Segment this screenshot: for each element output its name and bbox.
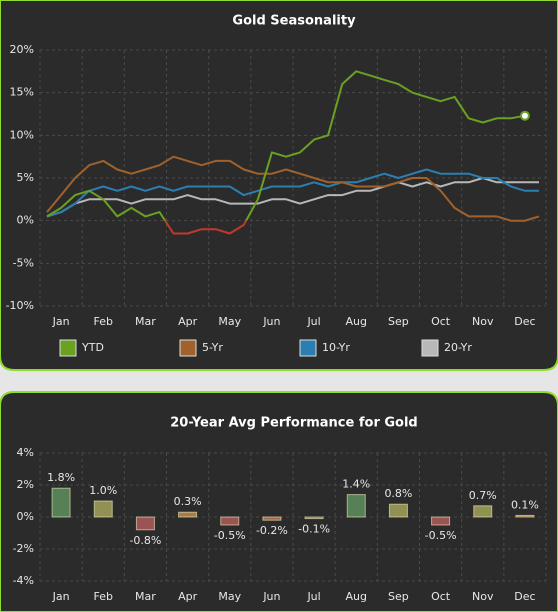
legend-swatch (299, 339, 317, 357)
legend-swatch (59, 339, 77, 357)
bar (473, 505, 493, 518)
y-tick-label: 0% (17, 214, 34, 227)
x-tick-label: Aug (346, 315, 367, 328)
chart-title: Gold Seasonality (232, 14, 356, 29)
value-label: -0.5% (214, 529, 246, 542)
bar (220, 516, 240, 526)
y-tick-label: -10% (6, 299, 34, 312)
bar (262, 516, 282, 521)
x-tick-label: Mar (135, 315, 156, 328)
legend-swatch (421, 339, 439, 357)
y-tick-label: 0% (17, 510, 34, 523)
series-line (46, 155, 540, 222)
x-tick-label: Nov (472, 590, 494, 603)
y-tick-label: 2% (17, 478, 34, 491)
series-line (46, 168, 539, 218)
bar (178, 511, 198, 518)
y-tick-label: 20% (10, 43, 34, 56)
x-tick-label: Dec (514, 315, 535, 328)
legend-label: YTD (81, 341, 104, 354)
x-tick-label: Oct (431, 590, 451, 603)
x-tick-label: Nov (472, 315, 494, 328)
bar (93, 500, 113, 518)
y-tick-label: 5% (17, 171, 34, 184)
x-tick-label: Jan (52, 315, 70, 328)
series-line (46, 177, 539, 218)
x-tick-label: Sep (388, 590, 409, 603)
bar (346, 494, 366, 518)
value-label: -0.2% (256, 524, 288, 537)
x-tick-label: Apr (178, 315, 198, 328)
value-label: 0.1% (511, 498, 539, 511)
value-label: 0.7% (469, 489, 497, 502)
value-label: -0.5% (425, 529, 457, 542)
x-tick-label: Feb (94, 315, 113, 328)
value-label: -0.1% (298, 523, 330, 536)
x-tick-label: Jun (262, 590, 280, 603)
x-tick-label: Jul (306, 315, 320, 328)
bar (431, 516, 451, 526)
value-label: 0.3% (174, 495, 202, 508)
x-tick-label: Aug (346, 590, 367, 603)
y-tick-label: 10% (10, 128, 34, 141)
legend-swatch (179, 339, 197, 357)
value-label: -0.8% (129, 534, 161, 547)
y-tick-label: 4% (17, 446, 34, 459)
bar (515, 514, 535, 518)
bar (388, 503, 408, 518)
y-tick-label: -2% (13, 542, 34, 555)
x-tick-label: Dec (514, 590, 535, 603)
x-tick-label: Mar (135, 590, 156, 603)
x-tick-label: Apr (178, 590, 198, 603)
legend-label: 10-Yr (322, 341, 350, 354)
x-tick-label: May (218, 590, 241, 603)
value-label: 0.8% (384, 487, 412, 500)
bar (304, 516, 324, 520)
value-label: 1.8% (47, 471, 75, 484)
y-tick-label: -5% (13, 256, 34, 269)
x-tick-label: Sep (388, 315, 409, 328)
chart-title: 20-Year Avg Performance for Gold (170, 416, 418, 431)
end-marker (519, 110, 530, 121)
y-tick-label: -4% (13, 574, 34, 587)
series-line (46, 70, 526, 235)
x-tick-label: May (218, 315, 241, 328)
legend-label: 20-Yr (444, 341, 472, 354)
value-label: 1.4% (342, 478, 370, 491)
x-tick-label: Jul (306, 590, 320, 603)
y-tick-label: 15% (10, 86, 34, 99)
bar (51, 487, 71, 518)
x-tick-label: Feb (94, 590, 113, 603)
x-tick-label: Oct (431, 315, 451, 328)
value-label: 1.0% (89, 484, 117, 497)
bar (135, 516, 155, 531)
x-tick-label: Jan (52, 590, 70, 603)
legend-label: 5-Yr (202, 341, 223, 354)
x-tick-label: Jun (262, 315, 280, 328)
